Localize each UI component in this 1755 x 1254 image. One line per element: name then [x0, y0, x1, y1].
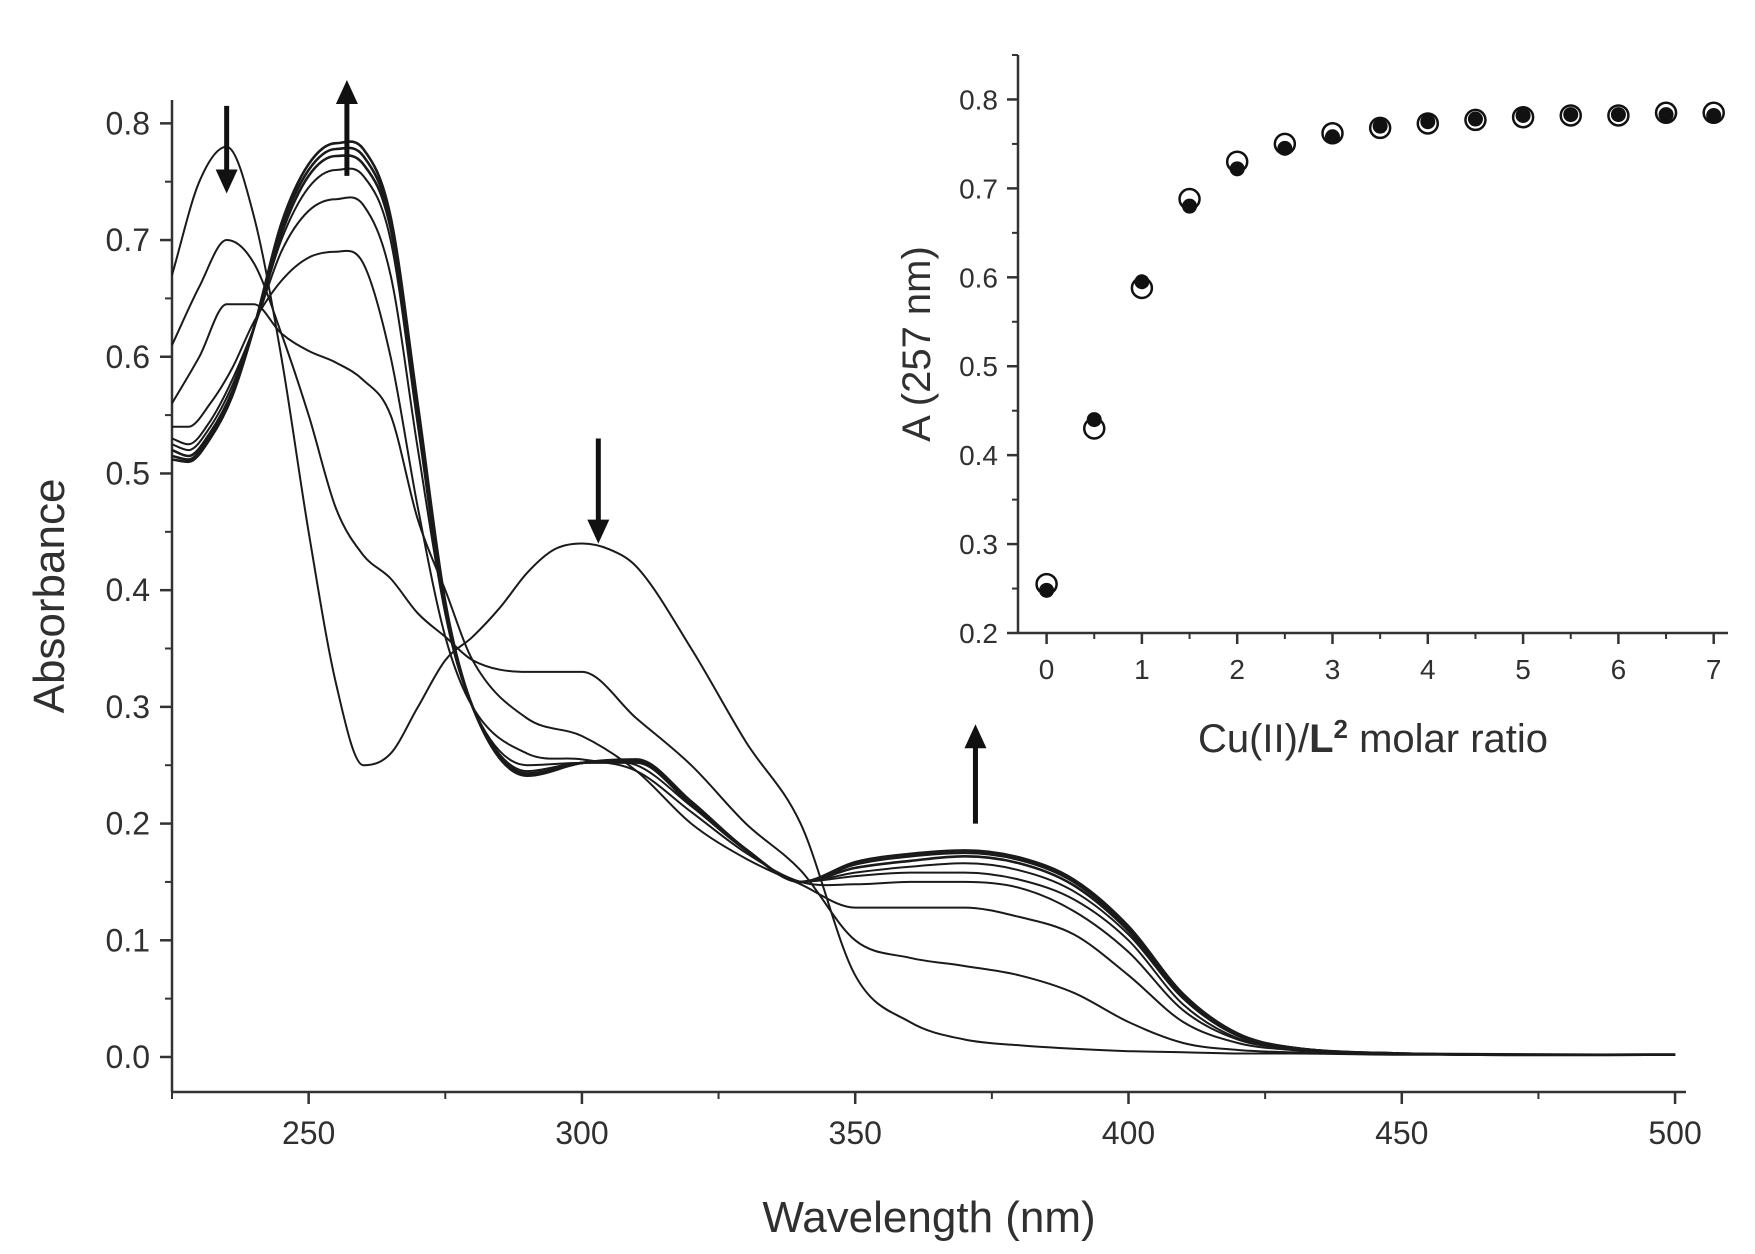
main-y-tick-label: 0.6 — [106, 339, 150, 375]
inset-point-filled — [1039, 582, 1055, 598]
main-x-tick-label: 350 — [829, 1115, 882, 1151]
inset-x-title-part: molar ratio — [1348, 717, 1548, 761]
inset-x-title-superscript: 2 — [1334, 714, 1348, 744]
inset-y-tick-label: 0.4 — [959, 440, 998, 471]
arrow-down-icon — [587, 438, 610, 544]
main-y-tick-label: 0.3 — [106, 689, 150, 725]
main-y-tick-label: 0.5 — [106, 455, 150, 491]
inset-x-title-part: Cu(II)/ — [1198, 717, 1310, 761]
arrow-up-icon — [335, 79, 358, 176]
inset-point-filled — [1610, 107, 1626, 123]
spectrum-line — [172, 249, 1676, 1056]
inset-point-filled — [1277, 140, 1293, 156]
inset-point-filled — [1134, 274, 1150, 290]
arrow-head — [964, 724, 987, 749]
main-x-tick-label: 500 — [1648, 1115, 1701, 1151]
inset-point-filled — [1182, 198, 1198, 214]
inset-x-axis-title: Cu(II)/L2 molar ratio — [1198, 714, 1548, 761]
inset-x-tick-label: 0 — [1039, 654, 1055, 685]
spectrum-line — [171, 303, 1676, 1056]
inset-y-tick-label: 0.7 — [959, 173, 998, 204]
inset-y-tick-label: 0.5 — [959, 351, 998, 382]
inset-x-tick-label: 6 — [1611, 654, 1627, 685]
inset-point-filled — [1706, 107, 1722, 123]
inset-x-title-ligand: L — [1309, 717, 1333, 761]
spectrum-line — [171, 140, 1676, 1057]
inset-point-filled — [1372, 118, 1388, 134]
inset-point-filled — [1324, 129, 1340, 145]
main-x-axis-title: Wavelength (nm) — [762, 1193, 1095, 1242]
arrow-head — [215, 169, 238, 194]
arrow-head — [335, 79, 358, 104]
inset-x-tick-label: 3 — [1325, 654, 1341, 685]
main-chart: 250 300 350 400 450 5000.00.10.20.30.40.50.60… — [25, 79, 1702, 1242]
inset-y-tick-label: 0.6 — [959, 262, 998, 293]
inset-point-filled — [1086, 412, 1102, 428]
inset-x-tick-label: 1 — [1134, 654, 1150, 685]
main-y-tick-label: 0.1 — [106, 922, 150, 958]
inset-x-tick-label: 2 — [1229, 654, 1245, 685]
inset-y-tick-label: 0.2 — [959, 618, 998, 649]
arrow-down-icon — [215, 105, 238, 194]
inset-y-tick-label: 0.8 — [959, 84, 998, 115]
inset-x-tick-label: 4 — [1420, 654, 1436, 685]
inset-chart: 0 1 2 3 4 5 6 7 0.2 0.3 0.4 0.5 0.6 0.7 0.8 A (257 nm) C… — [895, 54, 1728, 761]
spectrum-line — [171, 239, 1676, 1056]
main-y-tick-label: 0.7 — [106, 222, 150, 258]
inset-y-axis-title: A (257 nm) — [895, 246, 939, 442]
inset-point-filled — [1420, 114, 1436, 130]
inset-x-tick-label: 5 — [1515, 654, 1531, 685]
main-y-tick-label: 0.8 — [106, 105, 150, 141]
main-x-tick-label: 450 — [1375, 1115, 1428, 1151]
spectrum-line — [171, 145, 1676, 1056]
inset-point-filled — [1563, 107, 1579, 123]
inset-y-tick-label: 0.3 — [959, 529, 998, 560]
arrow-up-icon — [964, 724, 987, 824]
main-y-tick-label: 0.2 — [106, 806, 150, 842]
inset-point-filled — [1229, 161, 1245, 177]
inset-point-filled — [1515, 107, 1531, 123]
inset-point-filled — [1658, 107, 1674, 123]
main-x-tick-label: 300 — [555, 1115, 608, 1151]
main-x-tick-label: 250 — [282, 1115, 335, 1151]
main-y-tick-label: 0.0 — [106, 1039, 150, 1075]
arrow-head — [587, 519, 610, 544]
inset-point-filled — [1467, 111, 1483, 127]
main-y-tick-label: 0.4 — [106, 572, 150, 608]
inset-x-tick-label: 7 — [1706, 654, 1722, 685]
main-x-tick-label: 400 — [1102, 1115, 1155, 1151]
main-y-axis-title: Absorbance — [25, 479, 74, 714]
